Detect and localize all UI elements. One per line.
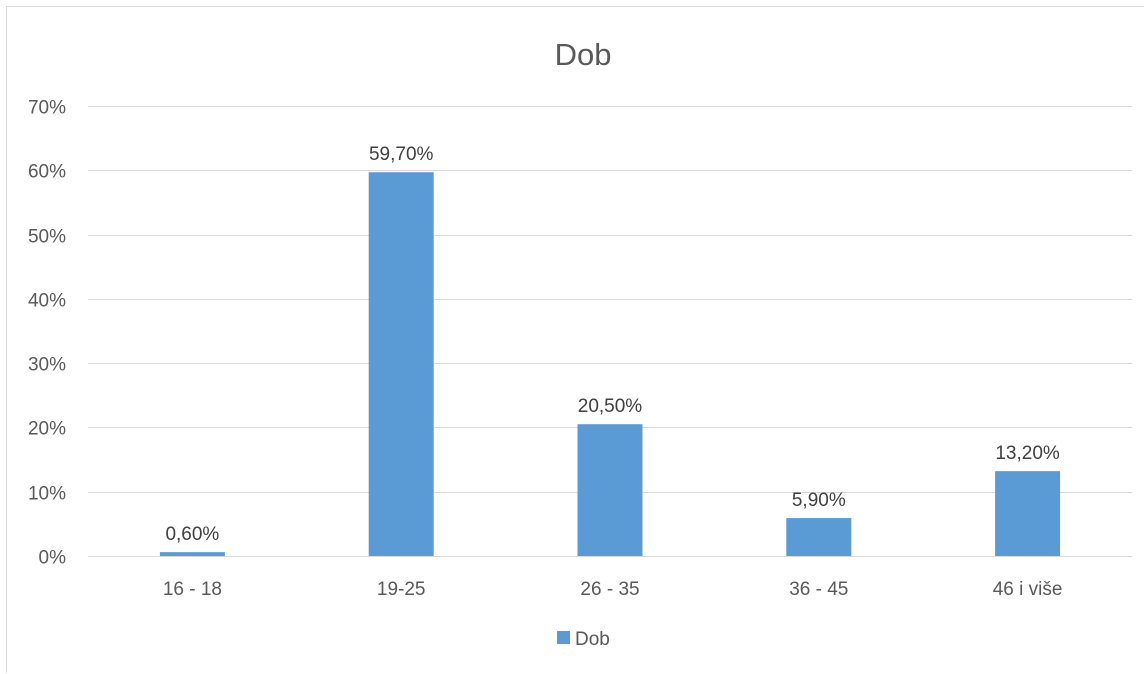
y-tick-label: 10% — [28, 484, 66, 505]
x-tick-label-5: 46 i više — [993, 579, 1063, 600]
x-tick-label-2: 19-25 — [377, 579, 426, 600]
data-label-3: 20,50% — [578, 396, 643, 417]
data-labels: 0,60% 59,70% 20,50% 5,90% 13,20% — [165, 144, 1059, 545]
x-tick-label-4: 36 - 45 — [789, 579, 848, 600]
data-label-4: 5,90% — [792, 490, 846, 511]
data-label-2: 59,70% — [369, 144, 434, 165]
y-axis-tick-labels: 0% 10% 20% 30% 40% 50% 60% 70% — [28, 98, 66, 569]
legend: Dob — [557, 629, 610, 650]
data-label-1: 0,60% — [165, 524, 219, 545]
data-label-5: 13,20% — [995, 443, 1060, 464]
y-tick-label: 0% — [39, 548, 67, 569]
chart-title: Dob — [555, 37, 612, 72]
bar-2 — [368, 172, 434, 556]
bar-1 — [159, 552, 225, 556]
y-tick-label: 70% — [28, 98, 66, 119]
x-axis-tick-labels: 16 - 18 19-25 26 - 35 36 - 45 46 i više — [163, 579, 1063, 600]
legend-swatch — [557, 631, 570, 644]
x-tick-label-3: 26 - 35 — [580, 579, 639, 600]
x-tick-label-1: 16 - 18 — [163, 579, 222, 600]
bars — [159, 172, 1061, 556]
y-tick-label: 40% — [28, 291, 66, 312]
y-tick-label: 30% — [28, 355, 66, 376]
y-tick-label: 50% — [28, 227, 66, 248]
bar-5 — [995, 471, 1061, 556]
y-tick-label: 20% — [28, 419, 66, 440]
y-tick-label: 60% — [28, 162, 66, 183]
bar-3 — [577, 424, 643, 556]
legend-label-dob: Dob — [575, 629, 610, 650]
chart-frame — [6, 6, 1144, 673]
bar-4 — [786, 518, 852, 556]
